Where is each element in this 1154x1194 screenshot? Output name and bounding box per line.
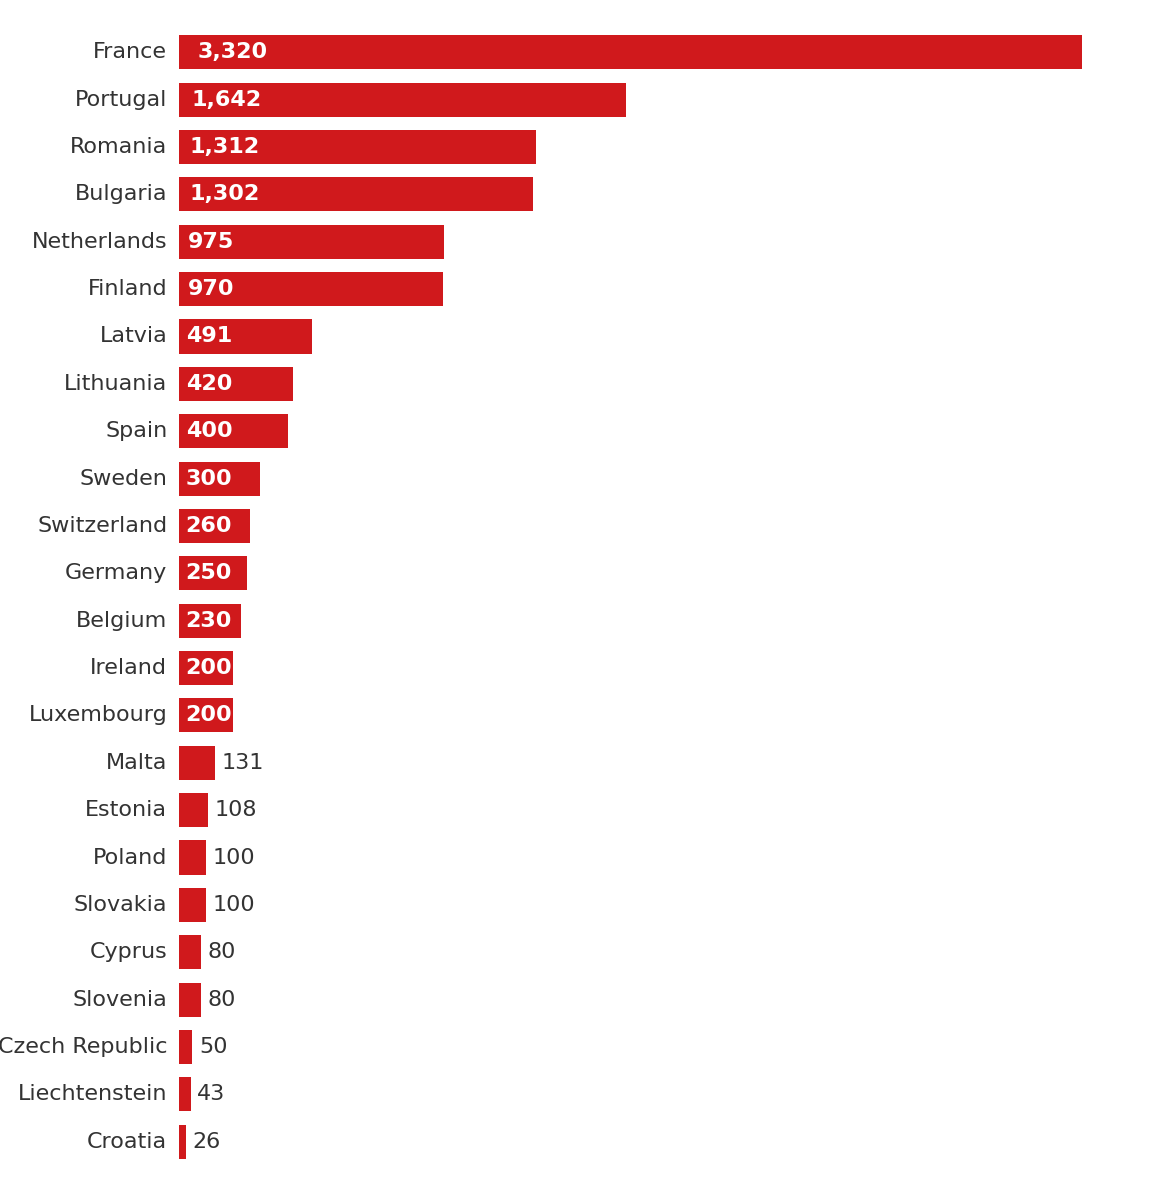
Text: Ireland: Ireland (90, 658, 167, 678)
Text: Lithuania: Lithuania (65, 374, 167, 394)
Text: 250: 250 (186, 564, 232, 584)
Text: 80: 80 (208, 942, 235, 962)
Bar (179, 935, 201, 970)
Text: Finland: Finland (88, 279, 167, 300)
Bar (179, 651, 233, 685)
Text: Netherlands: Netherlands (31, 232, 167, 252)
Text: 50: 50 (200, 1036, 227, 1057)
Text: Croatia: Croatia (88, 1132, 167, 1152)
Text: 200: 200 (185, 706, 232, 726)
Text: Liechtenstein: Liechtenstein (17, 1084, 167, 1104)
Bar (179, 1125, 186, 1158)
Bar (179, 746, 215, 780)
Bar (179, 130, 535, 164)
Text: 3,320: 3,320 (197, 42, 268, 62)
Text: France: France (93, 42, 167, 62)
Bar (179, 367, 293, 401)
Text: Belgium: Belgium (76, 610, 167, 630)
Text: Cyprus: Cyprus (90, 942, 167, 962)
Bar (179, 983, 201, 1016)
Bar (179, 1030, 193, 1064)
Text: 300: 300 (186, 468, 232, 488)
Text: 970: 970 (188, 279, 234, 300)
Bar (179, 272, 443, 306)
Text: Portugal: Portugal (75, 90, 167, 110)
Text: Malta: Malta (106, 752, 167, 773)
Bar (179, 509, 249, 543)
Text: Slovakia: Slovakia (74, 894, 167, 915)
Bar (179, 1077, 190, 1112)
Bar (179, 36, 1082, 69)
Text: Switzerland: Switzerland (37, 516, 167, 536)
Text: 230: 230 (186, 610, 232, 630)
Text: 80: 80 (208, 990, 235, 1010)
Text: Bulgaria: Bulgaria (75, 184, 167, 204)
Text: 26: 26 (193, 1132, 222, 1152)
Bar (179, 224, 444, 259)
Text: 1,302: 1,302 (189, 184, 260, 204)
Bar (179, 793, 208, 827)
Bar (179, 82, 625, 117)
Bar (179, 604, 241, 638)
Text: 975: 975 (188, 232, 234, 252)
Text: Estonia: Estonia (85, 800, 167, 820)
Text: Germany: Germany (65, 564, 167, 584)
Bar (179, 462, 261, 496)
Text: 420: 420 (186, 374, 232, 394)
Bar (179, 556, 247, 590)
Text: 131: 131 (222, 752, 263, 773)
Text: 108: 108 (215, 800, 257, 820)
Text: Sweden: Sweden (80, 468, 167, 488)
Bar (179, 841, 207, 874)
Text: 400: 400 (186, 421, 233, 442)
Bar (179, 888, 207, 922)
Text: Latvia: Latvia (99, 326, 167, 346)
Text: 200: 200 (185, 658, 232, 678)
Text: 100: 100 (212, 848, 255, 868)
Text: Poland: Poland (93, 848, 167, 868)
Text: 491: 491 (186, 326, 233, 346)
Text: Czech Republic: Czech Republic (0, 1036, 167, 1057)
Bar (179, 414, 287, 448)
Text: 260: 260 (186, 516, 232, 536)
Text: 1,312: 1,312 (189, 137, 260, 158)
Bar (179, 320, 313, 353)
Bar (179, 698, 233, 732)
Text: 43: 43 (197, 1084, 226, 1104)
Text: Spain: Spain (105, 421, 167, 442)
Text: Romania: Romania (70, 137, 167, 158)
Text: Slovenia: Slovenia (73, 990, 167, 1010)
Text: Luxembourg: Luxembourg (29, 706, 167, 726)
Text: 100: 100 (212, 894, 255, 915)
Text: 1,642: 1,642 (192, 90, 261, 110)
Bar (179, 178, 533, 211)
